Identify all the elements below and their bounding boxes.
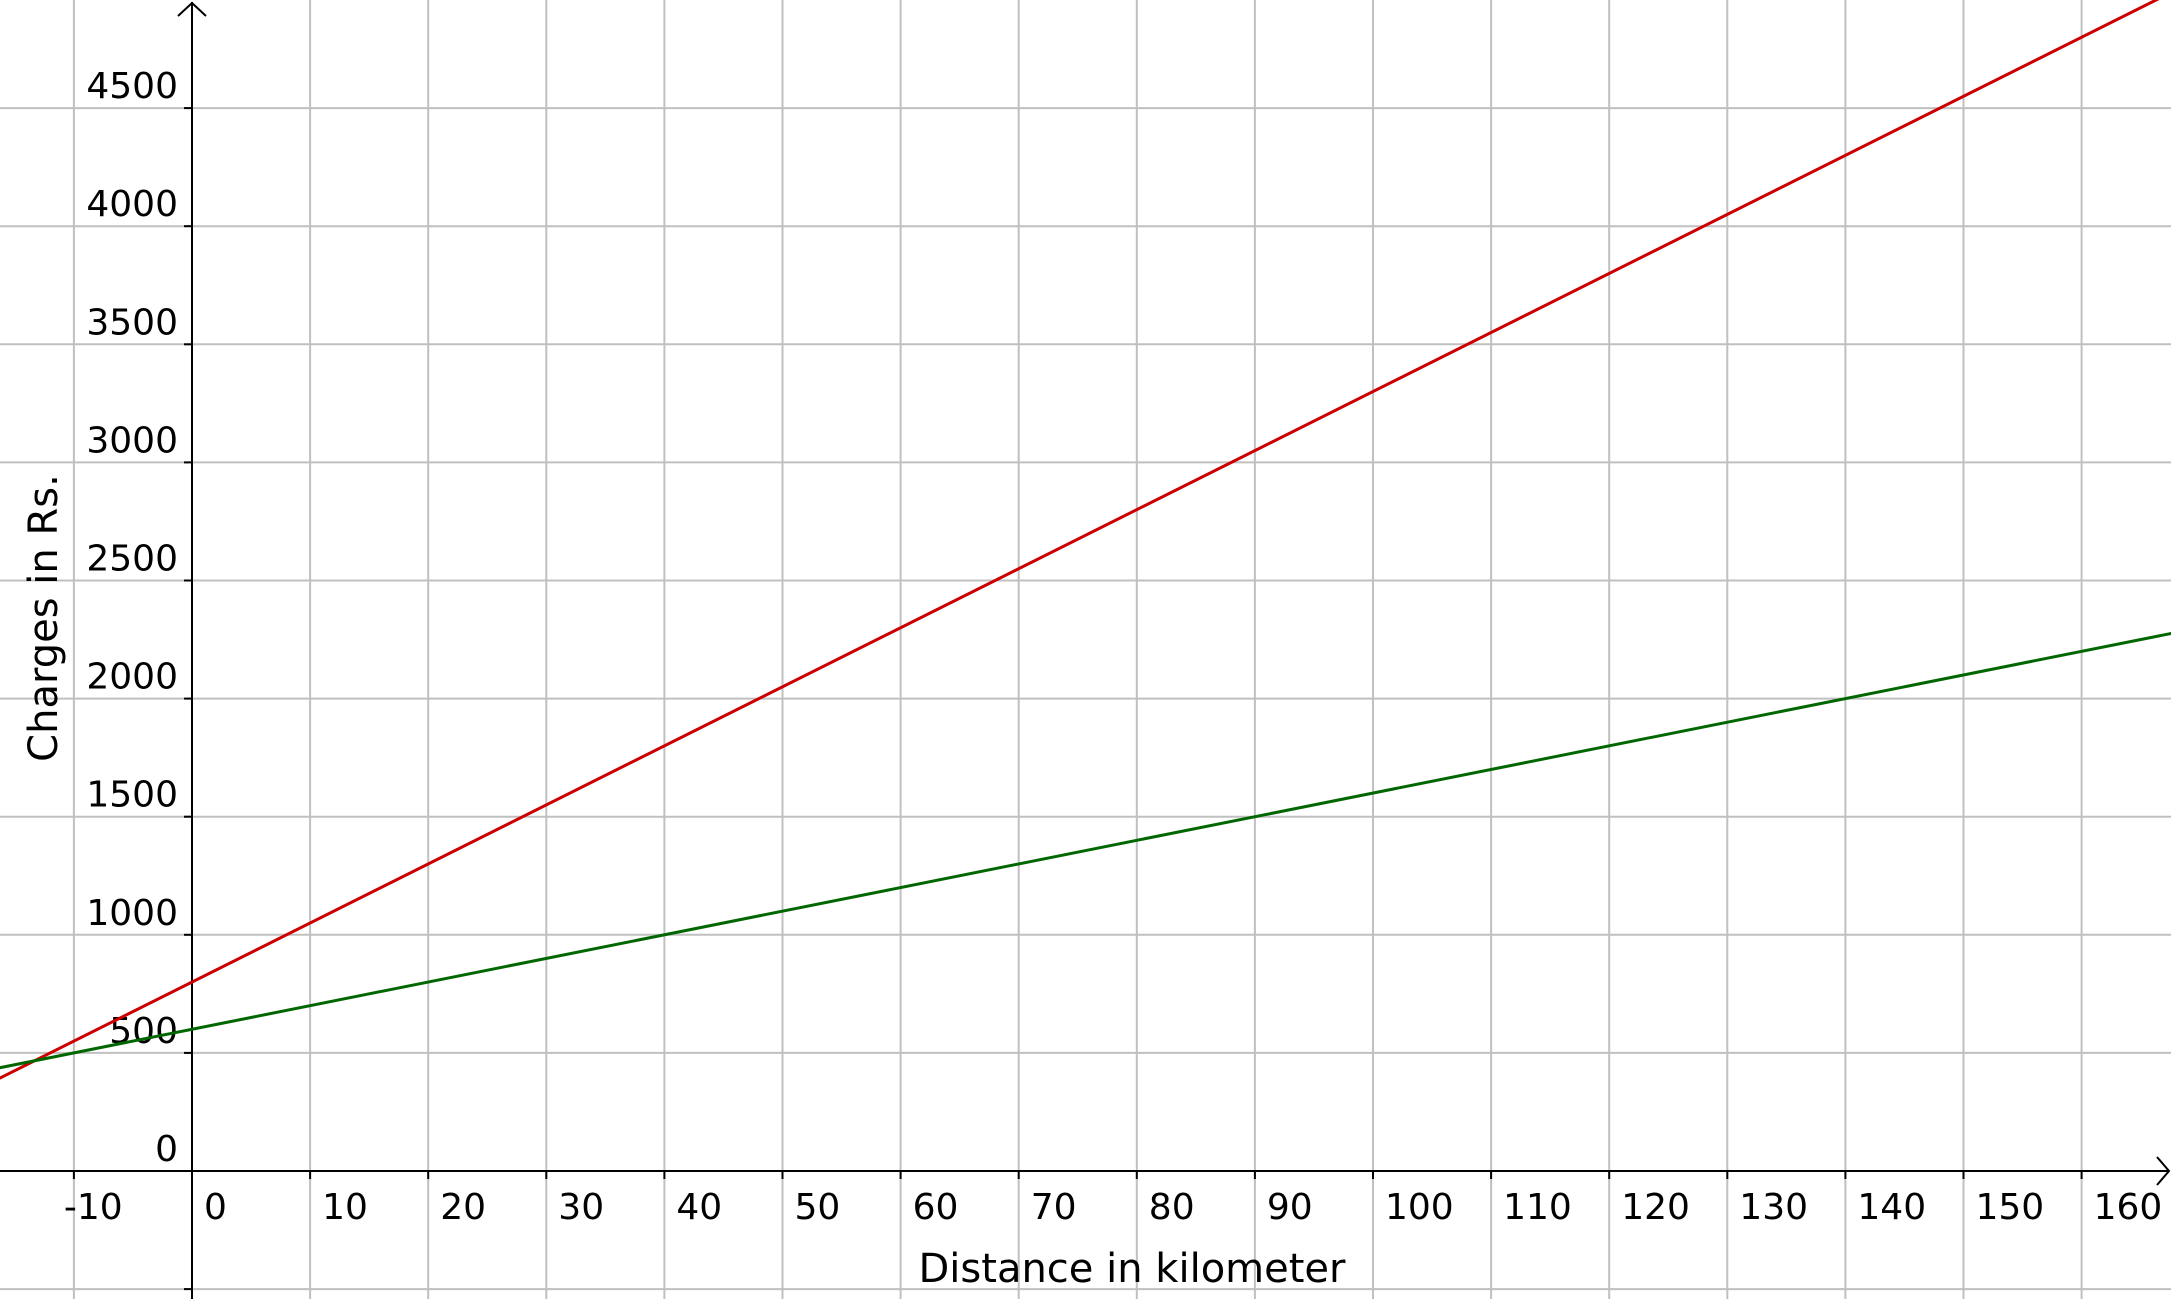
x-tick-label: 30 [558,1187,604,1228]
x-tick-label: 40 [676,1187,722,1228]
x-tick-label: 150 [1976,1187,2045,1228]
series-lines [0,0,2171,1080]
y-axis-label: Charges in Rs. [21,474,67,762]
x-tick-label: -10 [64,1187,123,1228]
tick-labels: -10 0 10 20 30 40 50 60 70 80 90 100 110 120 130 140 150… [64,66,2162,1228]
x-tick-label: 20 [440,1187,486,1228]
x-tick-label: 50 [795,1187,841,1228]
y-tick-label: 3500 [86,302,178,343]
x-tick-label: 90 [1267,1187,1313,1228]
y-tick-label: 1000 [86,893,178,934]
x-axis-label: Distance in kilometer [919,1246,1347,1292]
x-tick-label: 120 [1621,1187,1690,1228]
y-tick-label: 2500 [86,539,178,580]
x-tick-label: 130 [1739,1187,1808,1228]
y-tick-label: 4500 [86,66,178,107]
x-axis-arrow [2156,1156,2171,1186]
x-tick-label: 10 [322,1187,368,1228]
x-tick-label: 60 [913,1187,959,1228]
y-tick-label: 1500 [86,775,178,816]
y-tick-label: 0 [155,1129,178,1170]
x-tick-label: 70 [1031,1187,1077,1228]
x-tick-label: 100 [1385,1187,1454,1228]
x-tick-label: 80 [1149,1187,1195,1228]
y-tick-label: 4000 [86,184,178,225]
series-line [0,631,2171,1070]
x-tick-label: 0 [204,1187,227,1228]
y-axis-arrow [177,1,207,17]
series-line [0,0,2160,1080]
y-tick-label: 3000 [86,420,178,461]
x-tick-label: 110 [1503,1187,1572,1228]
x-tick-label: 160 [2094,1187,2163,1228]
y-tick-label: 2000 [86,657,178,698]
x-tick-label: 140 [1857,1187,1926,1228]
